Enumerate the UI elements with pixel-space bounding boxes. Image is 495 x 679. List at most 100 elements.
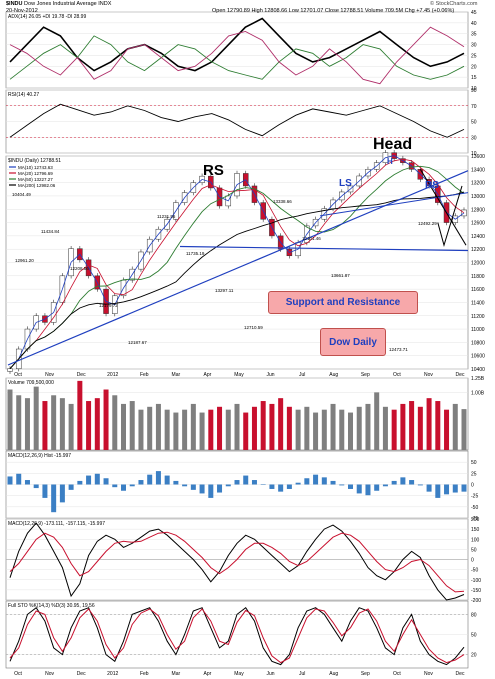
panel-label: ADX(14) 26.05 +DI 19.78 -DI 28.99 [8,14,86,20]
price-label: 12961.20 [15,258,34,263]
macd-hist-bar [234,480,240,485]
macd-hist-bar [173,480,179,485]
rsi-line [9,103,465,138]
macd-hist-bar [147,474,153,485]
x-month-label: Nov [424,671,433,677]
y-tick-label: 50 [471,460,477,466]
rs-right-label: RS [425,180,439,191]
macd-signal-line [9,531,465,593]
y-tick-label: 150 [471,527,480,533]
legend-entry: MA(20) 12796.69 [18,171,53,176]
volume-bar [313,412,319,450]
volume-bar [304,406,310,450]
x-month-label: Sep [361,671,370,677]
macd-hist-bar [391,480,397,485]
macd-hist-bar [417,484,423,486]
macd-hist-bar [199,484,205,494]
y-tick-label: 50 [471,633,477,639]
panel-label: RSI(14) 40.27 [8,92,39,98]
neckline [179,245,469,252]
y-tick-label: 30 [471,135,477,141]
y-tick-label: 70 [471,104,477,110]
macd-hist-bar [51,484,57,513]
x-month-label: Aug [329,671,338,677]
price-label: 13661.87 [331,273,350,278]
panel-label: MACD(12,26,9) -173.111, -157.115, -15.99… [8,521,105,527]
y-tick-label: -150 [471,588,481,594]
panel-label: MACD(12,26,9) Hist -15.997 [8,453,71,459]
rs-left-label: RS [203,162,224,179]
y-tick-label: 0 [471,483,474,489]
x-month-label: Jun [267,372,275,378]
y-tick-label: 12400 [471,234,485,240]
x-month-label: May [234,671,244,677]
volume-bar [269,403,275,450]
ma200-line [9,191,465,369]
macd-hist-bar [190,484,196,490]
y-tick-label: 13400 [471,167,485,173]
x-month-label: Oct [14,671,22,677]
macd-hist-bar [155,471,161,485]
support-resistance-badge: Support and Resistance [268,291,418,314]
brand-label: © StockCharts.com [430,1,478,7]
volume-bar [251,406,257,450]
volume-bar [208,409,214,450]
volume-bar [7,389,13,450]
price-label: 12473.71 [389,347,408,352]
y-tick-label: 13200 [471,181,485,187]
projection-arrow-down [419,169,467,246]
macd-hist-bar [103,478,109,485]
y-tick-label: 40 [471,21,477,27]
volume-bar [121,403,126,450]
y-tick-label: -75 [471,516,478,522]
y-tick-label: 11600 [471,287,485,293]
x-month-label: Nov [45,671,54,677]
macd-hist-bar [409,480,415,485]
y-tick-label: 12800 [471,207,485,213]
date-label: 20-Nov-2012 [6,8,38,14]
volume-bar [138,409,144,450]
price-label: 11434.84 [41,229,60,234]
volume-bar [391,409,397,450]
x-month-label: Mar [172,372,181,378]
volume-bar [365,403,371,450]
x-month-label: 2012 [107,372,118,378]
macd-hist-bar [59,484,65,503]
y-tick-label: 20 [471,64,477,70]
macd-hist-bar [217,484,223,493]
adx-series-2 [9,26,465,85]
macd-hist-bar [356,484,362,494]
y-tick-label: 50 [471,547,477,553]
volume-bar [400,403,406,450]
macd-hist-bar [426,484,432,492]
y-tick-label: 200 [471,517,480,523]
volume-bar [68,403,74,450]
x-month-label: Sep [361,372,370,378]
macd-hist-bar [24,480,30,485]
x-month-label: May [234,372,244,378]
y-tick-label: -200 [471,598,481,604]
macd-hist-bar [68,484,74,490]
y-tick-label: 35 [471,32,477,38]
macd-hist-bar [330,480,336,485]
x-month-label: Dec [456,372,465,378]
price-label: 12179.72 [99,303,118,308]
panel-label: Full STO %K(14,3) %D(3) 30.95, 19.56 [8,603,95,609]
x-month-label: Nov [424,372,433,378]
y-tick-label: 25 [471,471,477,477]
y-tick-label: -50 [471,505,478,511]
volume-bar [155,403,161,450]
ma10-line [9,155,465,369]
y-tick-label: 10600 [471,354,485,360]
volume-bar [16,395,22,450]
volume-bar [182,409,188,450]
volume-bar [234,403,240,450]
price-label: 13338.66 [273,199,292,204]
y-tick-label: 12600 [471,221,485,227]
x-month-label: Mar [172,671,181,677]
x-month-label: Jul [299,372,305,378]
macd-hist-bar [313,474,319,485]
price-label: 12710.59 [244,325,263,330]
volume-bar [426,398,432,450]
x-month-label: Oct [393,372,401,378]
